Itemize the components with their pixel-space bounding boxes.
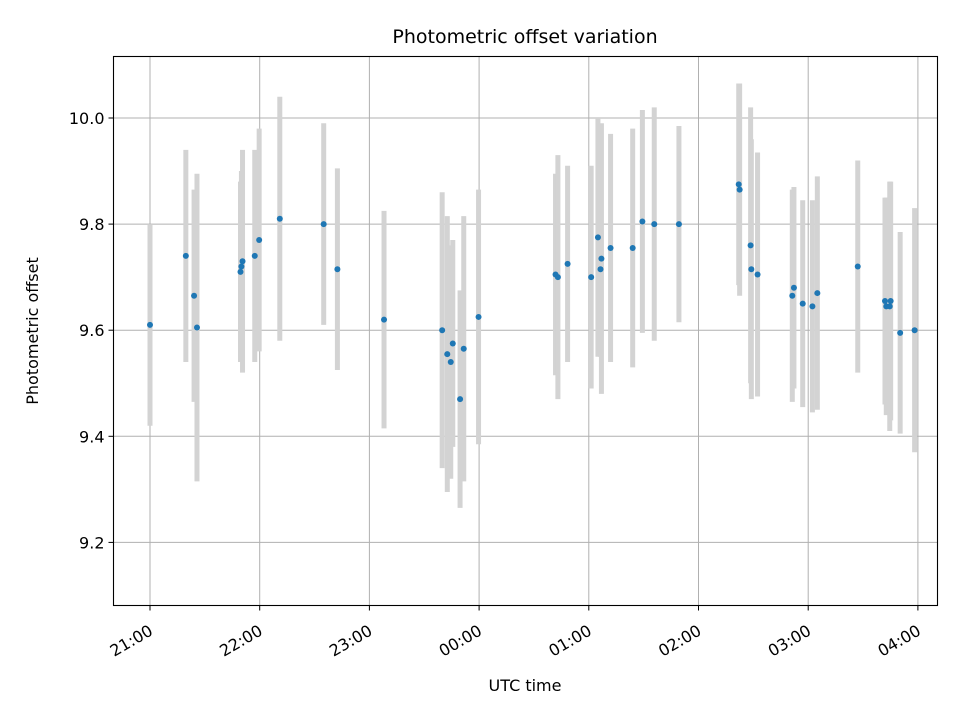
y-tick-label: 10.0	[69, 109, 105, 128]
data-point	[193, 324, 200, 331]
data-point	[639, 218, 646, 225]
data-point	[239, 258, 246, 265]
y-tick-label: 9.2	[79, 533, 104, 552]
data-point	[256, 237, 263, 244]
data-point	[754, 271, 761, 278]
data-point	[887, 298, 894, 305]
data-point	[597, 266, 604, 273]
data-point	[814, 290, 821, 297]
data-point	[598, 255, 605, 262]
data-point	[789, 292, 796, 299]
y-axis-ticks: 9.2 9.4 9.6 9.8 10.0	[69, 109, 114, 552]
data-point	[276, 215, 283, 222]
data-point	[320, 221, 327, 228]
data-point	[651, 221, 658, 228]
data-point	[238, 263, 245, 270]
data-point	[439, 327, 446, 334]
y-tick-label: 9.6	[79, 321, 104, 340]
data-point	[182, 252, 189, 259]
data-point	[554, 274, 561, 281]
data-point	[594, 234, 601, 241]
y-tick-label: 9.8	[79, 215, 104, 234]
data-point	[886, 303, 893, 310]
data-point	[460, 345, 467, 352]
data-point	[897, 329, 904, 336]
x-axis-label: UTC time	[489, 676, 562, 695]
data-point	[881, 298, 888, 305]
data-point	[790, 284, 797, 291]
data-point	[334, 266, 341, 273]
data-point	[447, 359, 454, 366]
data-point	[191, 292, 198, 299]
data-point	[588, 274, 595, 281]
y-tick-label: 9.4	[79, 427, 104, 446]
data-point	[809, 303, 816, 310]
plot-frame	[112, 55, 939, 607]
data-point	[147, 321, 153, 328]
data-point	[381, 316, 388, 323]
data-point	[475, 313, 482, 320]
data-point	[736, 186, 743, 193]
data-points	[147, 181, 918, 403]
data-point	[449, 340, 456, 347]
data-point	[747, 242, 754, 249]
data-point	[564, 260, 571, 267]
data-point	[748, 266, 755, 273]
data-point	[607, 244, 614, 251]
data-point	[799, 300, 806, 307]
data-point	[251, 252, 258, 259]
data-point	[444, 351, 451, 358]
data-point	[629, 244, 636, 251]
data-point	[237, 268, 244, 275]
data-point	[911, 327, 918, 334]
y-axis-label: Photometric offset	[23, 257, 42, 405]
data-point	[735, 181, 742, 188]
data-point	[457, 396, 464, 403]
data-point	[854, 263, 861, 270]
chart-title: Photometric offset variation	[392, 26, 657, 48]
data-point	[675, 221, 682, 228]
